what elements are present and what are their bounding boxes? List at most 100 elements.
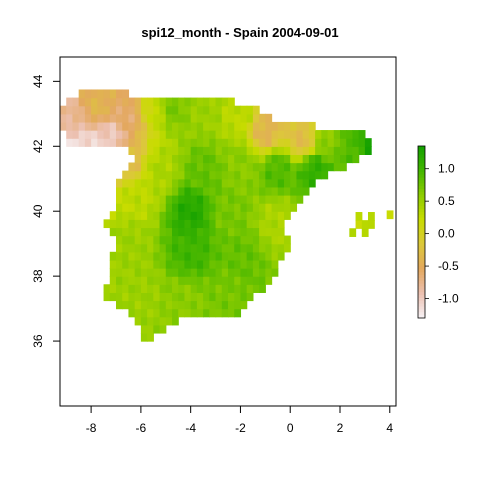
raster-cell [228,105,235,115]
raster-cell [190,292,198,302]
raster-cell [315,162,322,172]
raster-cell [265,154,273,164]
raster-cell [221,105,229,115]
raster-cell [147,130,154,139]
raster-cell [178,211,186,220]
raster-cell [321,154,329,164]
raster-cell [159,235,167,245]
raster-cell [147,284,154,293]
raster-cell [97,113,105,123]
legend-swatch [418,303,425,308]
raster-cell [172,227,179,237]
raster-cell [165,284,173,293]
raster-cell [296,186,304,196]
raster-cell [203,105,210,115]
raster-cell [308,178,316,188]
raster-cell [352,138,360,147]
raster-cell [72,121,80,131]
raster-cell [116,292,123,302]
raster-cell [271,211,279,220]
raster-cell [203,170,210,180]
raster-cell [277,219,285,229]
raster-cell [246,105,254,115]
raster-cell [259,162,266,172]
raster-cell [246,243,254,253]
raster-cell [252,235,260,245]
raster-cell [147,316,154,326]
raster-cell [259,227,266,237]
raster-cell [128,243,136,253]
raster-cell [140,146,148,155]
raster-cell [140,324,148,334]
raster-cell [209,162,217,172]
raster-cell [271,194,279,204]
raster-cell [128,130,136,139]
raster-cell [209,251,217,261]
raster-cell [290,146,298,155]
plot-frame [59,56,397,407]
raster-cell [221,251,229,261]
raster-cell [122,251,130,261]
raster-cell [196,130,204,139]
raster-cell [209,170,217,180]
raster-cell [240,251,248,261]
raster-cell [321,170,329,180]
raster-cell [116,121,123,131]
legend-swatch [418,177,425,181]
raster-cell [116,130,123,139]
raster-cell [196,105,204,115]
raster-cell [234,259,242,269]
raster-cell [140,219,148,229]
raster-cell [140,170,148,180]
raster-cell [128,146,136,155]
raster-cell [134,211,142,220]
raster-cell [240,186,248,196]
raster-cell [368,212,375,221]
raster-cell [203,154,210,164]
legend-swatch [418,275,425,279]
raster-cell [246,203,254,212]
raster-cell [153,316,161,326]
raster-cell [252,268,260,277]
raster-cell [265,251,273,261]
raster-cell [228,276,235,285]
raster-cell [128,121,136,131]
raster-cell [147,162,154,172]
raster-cell [252,211,260,220]
raster-cell [271,138,279,147]
legend-tick-label: -1.0 [438,292,459,306]
raster-cell [122,170,130,180]
raster-cell [178,113,186,123]
raster-cell [234,219,242,229]
legend-swatch [418,292,425,296]
legend-swatch [418,203,425,207]
raster-cell [153,251,161,261]
raster-cell [134,300,142,310]
raster-cell [153,284,161,293]
raster-cell [165,162,173,172]
raster-cell [78,97,86,107]
raster-cell [215,130,223,139]
raster-cell [190,211,198,220]
raster-cell [358,146,366,155]
raster-cell [128,284,136,293]
raster-cell [60,113,67,123]
raster-cell [321,162,329,172]
raster-cell [116,211,123,220]
raster-cell [203,146,210,155]
raster-cell [196,121,204,131]
raster-cell [184,121,192,131]
raster-cell [271,219,279,229]
raster-cell [271,243,279,253]
raster-cell [134,292,142,302]
raster-cell [209,178,217,188]
raster-cell [352,130,360,139]
raster-cell [215,146,223,155]
raster-cell [153,227,161,237]
legend-swatch [418,283,425,287]
raster-cell [302,146,310,155]
raster-cell [159,284,167,293]
raster-cell [302,178,310,188]
raster-cell [240,146,248,155]
raster-cell [140,284,148,293]
